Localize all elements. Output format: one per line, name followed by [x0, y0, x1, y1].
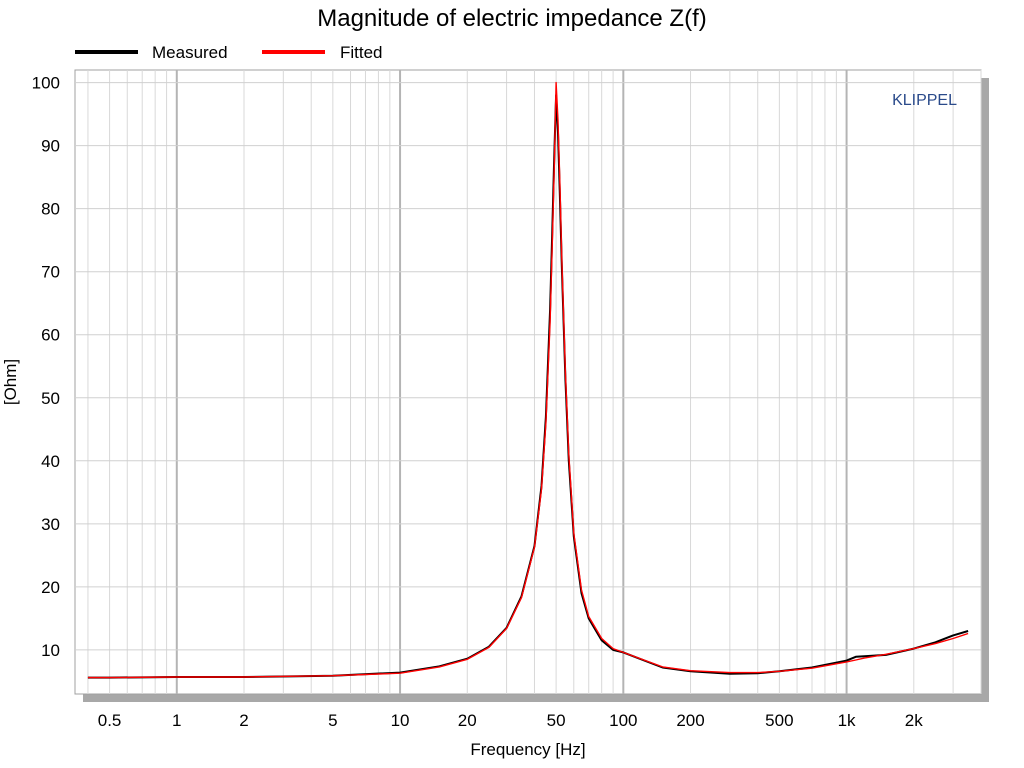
y-tick-label: 100	[32, 74, 60, 93]
x-tick-label: 2	[239, 711, 248, 730]
legend: Measured Fitted	[75, 43, 383, 62]
x-tick-labels: 0.5 1 2 5 10 20 50 100 200 500 1k 2k	[98, 711, 923, 730]
chart-title: Magnitude of electric impedance Z(f)	[317, 5, 707, 32]
y-tick-label: 90	[41, 137, 60, 156]
x-tick-label: 500	[765, 711, 793, 730]
x-tick-label: 0.5	[98, 711, 122, 730]
klippel-watermark: KLIPPEL	[892, 92, 957, 109]
y-tick-label: 20	[41, 578, 60, 597]
x-tick-label: 10	[391, 711, 410, 730]
x-tick-label: 20	[458, 711, 477, 730]
y-tick-label: 40	[41, 452, 60, 471]
y-tick-label: 80	[41, 200, 60, 219]
x-tick-label: 50	[547, 711, 566, 730]
y-tick-label: 70	[41, 263, 60, 282]
x-tick-label: 1k	[838, 711, 856, 730]
x-tick-label: 100	[609, 711, 637, 730]
y-tick-label: 10	[41, 641, 60, 660]
x-tick-label: 5	[328, 711, 337, 730]
series-line-fitted	[87, 81, 969, 679]
plot-background	[74, 69, 982, 695]
y-tick-label: 30	[41, 515, 60, 534]
series-lines	[87, 81, 969, 679]
legend-label-measured: Measured	[152, 43, 228, 62]
y-tick-labels: 10 20 30 40 50 60 70 80 90 100	[32, 74, 60, 660]
y-axis-label: [Ohm]	[1, 359, 20, 405]
x-tick-label: 2k	[905, 711, 923, 730]
legend-label-fitted: Fitted	[340, 43, 383, 62]
x-tick-label: 200	[676, 711, 704, 730]
y-tick-label: 50	[41, 389, 60, 408]
y-tick-label: 60	[41, 326, 60, 345]
x-tick-label: 1	[172, 711, 181, 730]
x-axis-label: Frequency [Hz]	[470, 740, 585, 759]
grid	[75, 70, 982, 694]
